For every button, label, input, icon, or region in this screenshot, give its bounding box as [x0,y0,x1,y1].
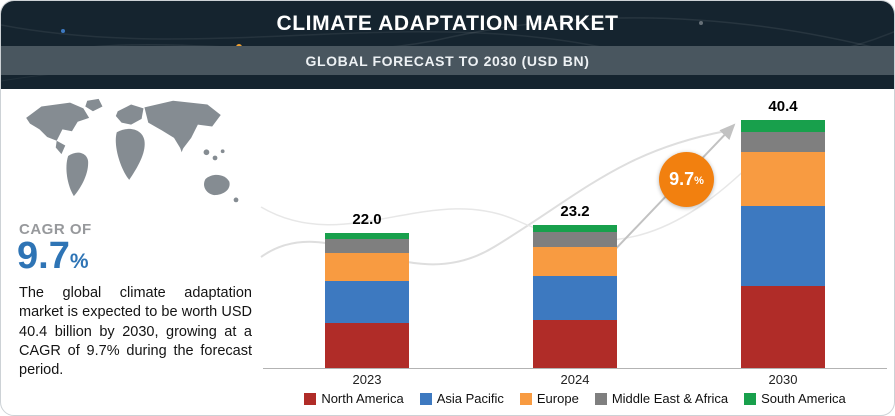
bar-segment-south-america-2024 [533,225,617,233]
legend-swatch-asia-pacific [419,392,432,405]
bar-segment-europe-2024 [533,246,617,276]
legend-label-middle-east-africa: Middle East & Africa [611,391,729,406]
bar-total-label-2030: 40.4 [768,97,798,115]
legend-item-asia-pacific: Asia Pacific [419,391,504,406]
x-axis-line [263,368,887,369]
bar-stack-2023 [325,232,409,368]
header-banner: CLIMATE ADAPTATION MARKET GLOBAL FORECAS… [1,1,894,89]
x-axis-label-2023: 2023 [352,372,382,387]
cagr-number: 9.7 [17,235,70,277]
legend-item-europe: Europe [519,391,579,406]
legend-label-north-america: North America [321,391,404,406]
x-axis-label-2030: 2030 [768,372,798,387]
bar-stack-2024 [533,225,617,368]
bar-segment-north-america-2023 [325,322,409,368]
bar-total-label-2023: 22.0 [352,210,382,228]
bar-segment-middle-east-africa-2030 [741,131,825,152]
cagr-percent-sign: % [69,250,89,273]
bar-segment-asia-pacific-2030 [741,206,825,286]
legend-label-asia-pacific: Asia Pacific [436,391,504,406]
legend-item-north-america: North America [304,391,404,406]
bar-segment-south-america-2030 [741,119,825,132]
x-axis-label-2024: 2024 [560,372,590,387]
growth-rate-badge: 9.7% [659,152,714,207]
bar-segment-south-america-2023 [325,232,409,239]
legend-label-south-america: South America [761,391,846,406]
legend-swatch-middle-east-africa [594,392,607,405]
subtitle-band: GLOBAL FORECAST TO 2030 (USD BN) [1,46,894,75]
bar-column-2024: 23.2 [515,87,635,368]
legend: North America Asia Pacific Europe Middle Ea… [263,391,887,406]
bar-segment-asia-pacific-2023 [325,280,409,323]
legend-item-south-america: South America [744,391,846,406]
legend-item-middle-east-africa: Middle East & Africa [594,391,729,406]
legend-swatch-south-america [744,392,757,405]
bar-segment-middle-east-africa-2024 [533,232,617,247]
legend-swatch-europe [519,392,532,405]
page-title: CLIMATE ADAPTATION MARKET [276,12,619,35]
bar-column-2030: 40.4 [723,87,843,368]
bar-segment-north-america-2024 [533,320,617,368]
bar-segment-europe-2023 [325,253,409,281]
bar-total-label-2024: 23.2 [560,203,590,221]
market-description: The global climate adaptation market is … [19,285,252,379]
bar-segment-asia-pacific-2024 [533,275,617,320]
legend-label-europe: Europe [536,391,579,406]
bars-row: 22.0 23.2 40.4 [263,87,887,368]
bar-segment-middle-east-africa-2023 [325,238,409,254]
bar-segment-north-america-2030 [741,285,825,368]
page-subtitle: GLOBAL FORECAST TO 2030 (USD BN) [305,52,590,69]
badge-number: 9.7 [669,169,695,189]
badge-percent-sign: % [694,175,704,187]
cagr-label: CAGR OF [19,221,92,238]
x-labels-row: 2023 2024 2030 [263,372,887,387]
bar-column-2023: 22.0 [307,87,427,368]
bar-segment-europe-2030 [741,151,825,207]
world-map [26,98,239,203]
legend-swatch-north-america [304,392,317,405]
cagr-value: 9.7% [17,237,89,275]
bar-stack-2030 [741,119,825,368]
